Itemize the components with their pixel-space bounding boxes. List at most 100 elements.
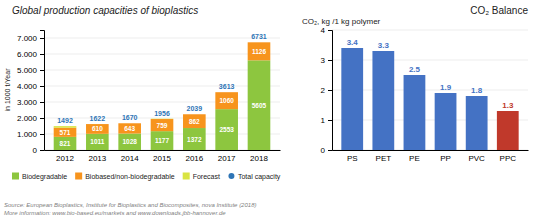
y-tick-label: 3.000 (17, 98, 38, 107)
y-tick-mark (328, 120, 332, 121)
x-tick: PP (440, 150, 451, 163)
annotations: Source: European Bioplastics, Institute … (4, 202, 256, 216)
x-tick-label: 2012 (56, 154, 74, 163)
y-tick-mark (40, 70, 44, 71)
y-tick-mark (40, 38, 44, 39)
grid (332, 30, 528, 150)
x-tick: 2015 (153, 150, 171, 163)
data-label: 571 (60, 129, 71, 136)
y-tick-mark (40, 118, 44, 119)
legend-label: Biobased/non-biodegradable (85, 173, 175, 181)
data-label: 1126 (252, 48, 266, 55)
grid-line (44, 86, 280, 87)
total-label: 2039 (187, 105, 203, 112)
y-tick: 0 (33, 146, 44, 155)
y-tick-mark (328, 60, 332, 61)
data-label: 759 (157, 122, 168, 129)
title: Global production capacities of bioplast… (12, 5, 198, 16)
axis-line (40, 31, 45, 151)
x-tick-label: 2017 (218, 154, 236, 163)
bar-segment (248, 60, 271, 150)
x-tick-label: 2014 (121, 154, 139, 163)
data-label: 1177 (155, 137, 169, 144)
y-tick-label: 1 (321, 116, 326, 125)
data-label: 2553 (219, 126, 234, 133)
grid-line (44, 118, 280, 119)
y-tick-label: 2 (321, 86, 326, 95)
bar-segment (54, 137, 77, 150)
x-axis: PSPETPEPPPVCPPC (333, 150, 529, 163)
data-label: 821 (60, 140, 71, 147)
legend-item: Biodegradable (12, 173, 67, 181)
chart-0: 8211011102811771372255356055716106437598… (4, 5, 281, 216)
grid-line (44, 54, 280, 55)
data-label: 5605 (252, 102, 267, 109)
total-label: 3613 (219, 83, 235, 90)
data-label: 862 (189, 118, 200, 125)
x-axis: 2012201320142015201620172018 (45, 150, 281, 163)
marks (54, 42, 271, 150)
bar-segment (183, 128, 206, 150)
x-tick: PS (347, 150, 358, 163)
bar-segment (151, 131, 174, 150)
total-label: 1956 (154, 110, 170, 117)
x-tick-label: PVC (468, 154, 485, 163)
data-label: 1.9 (440, 83, 452, 92)
x-tick: PET (376, 150, 392, 163)
legend-item: Biobased/non-biodegradable (75, 173, 175, 181)
total-label: 1492 (57, 117, 73, 124)
y-tick-label: 0 (33, 146, 38, 155)
y-tick-label: 6.000 (17, 50, 38, 59)
y-tick-mark (40, 54, 44, 55)
y-axis-label: CO₂, kg /1 kg polymer (302, 17, 381, 26)
y-tick-mark (40, 134, 44, 135)
bar-segment (151, 119, 174, 131)
legend-swatch (75, 173, 82, 180)
y-tick: 3.000 (17, 98, 44, 107)
x-tick-label: PE (409, 154, 420, 163)
y-tick: 0 (321, 146, 332, 155)
legend-label: Total capacity (238, 173, 281, 181)
y-tick-mark (40, 86, 44, 87)
axis-line (333, 150, 529, 151)
y-tick-mark (40, 150, 44, 151)
y-tick-label: 0 (321, 146, 326, 155)
y-tick: 1.000 (17, 130, 44, 139)
bar-segment (86, 124, 109, 125)
legend-item: Forecast (183, 173, 220, 180)
x-tick: 2018 (250, 150, 268, 163)
bar-segment (215, 109, 238, 150)
data-label: 1372 (187, 136, 202, 143)
x-tick: 2017 (218, 150, 236, 163)
bar-segment (118, 123, 141, 133)
y-tick-label: 4 (321, 26, 326, 35)
axis-line (328, 31, 333, 151)
bar (497, 111, 519, 150)
bar-segment (54, 126, 77, 128)
bar (341, 48, 363, 150)
bar-segment (86, 124, 109, 134)
y-tick: 2.000 (17, 114, 44, 123)
y-tick-label: 3 (321, 56, 326, 65)
data-label: 1060 (219, 97, 234, 104)
bar-segment (248, 42, 271, 60)
chart-root: 8211011102811771372255356055716106437598… (0, 0, 535, 218)
data-labels: 3.43.32.51.91.81.3 (347, 38, 514, 110)
annotation: More information: www.bio-based.eu/marke… (4, 210, 226, 216)
x-tick: 2012 (56, 150, 74, 163)
x-tick-label: 2016 (185, 154, 203, 163)
legend-label: Forecast (193, 173, 220, 180)
data-label: 643 (124, 125, 135, 132)
x-tick-label: PP (440, 154, 451, 163)
y-tick: 7.000 (17, 34, 44, 43)
y-tick: 4.000 (17, 82, 44, 91)
total-label: 1622 (90, 115, 106, 122)
x-tick: PE (409, 150, 420, 163)
data-label: 610 (92, 125, 103, 132)
grid-line (332, 30, 528, 31)
bar (372, 51, 394, 150)
y-tick-label: 5.000 (17, 66, 38, 75)
marks (341, 48, 518, 150)
bar-segment (54, 128, 77, 137)
legend-swatch (183, 173, 190, 180)
